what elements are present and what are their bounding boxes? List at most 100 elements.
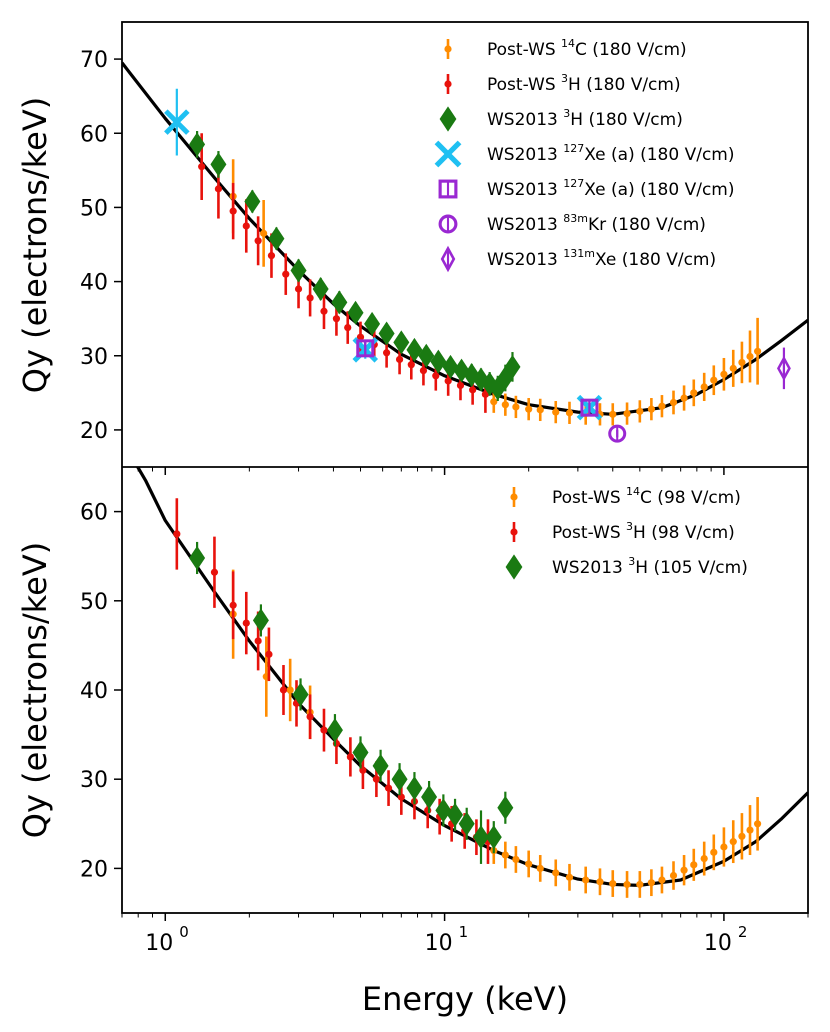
top-point xyxy=(512,403,520,411)
top-point xyxy=(608,424,627,443)
top-series-6 xyxy=(776,347,791,390)
top-legend-item: WS2013 127Xe (a) (180 V/cm) xyxy=(434,140,735,168)
top-point xyxy=(690,389,698,397)
top-point xyxy=(320,307,328,315)
top-plot-area xyxy=(122,61,808,443)
bottom-point xyxy=(326,718,343,743)
bottom-point xyxy=(623,880,631,889)
xtick-label: 10 xyxy=(425,931,453,956)
top-point xyxy=(658,402,666,410)
top-point xyxy=(244,189,261,214)
bottom-plot-area xyxy=(135,467,808,898)
bottom-point xyxy=(525,860,533,868)
top-series-2 xyxy=(189,131,521,401)
top-ytick-label: 30 xyxy=(80,345,108,370)
top-legend-label: Post-WS 14C (180 V/cm) xyxy=(487,37,687,60)
bottom-point xyxy=(406,776,423,801)
top-point xyxy=(395,355,404,364)
top-point xyxy=(268,226,285,251)
bottom-point xyxy=(746,826,754,834)
top-point xyxy=(267,252,276,260)
bottom-point xyxy=(447,802,464,827)
bottom-point xyxy=(242,619,250,627)
top-legend-item: Post-WS 14C (180 V/cm) xyxy=(444,37,687,60)
bottom-point xyxy=(472,825,489,850)
top-ytick-label: 40 xyxy=(80,271,108,296)
bottom-ytick-label: 40 xyxy=(80,679,108,704)
top-point xyxy=(356,339,375,358)
bottom-point xyxy=(424,806,432,815)
top-legend-label: WS2013 127Xe (a) (180 V/cm) xyxy=(487,177,735,200)
bottom-legend-label: WS2013 3H (105 V/cm) xyxy=(552,555,748,578)
top-legend-item: WS2013 3H (180 V/cm) xyxy=(439,106,683,132)
bottom-point xyxy=(497,795,514,820)
bottom-point xyxy=(210,568,219,576)
bottom-point xyxy=(658,876,666,884)
bottom-point xyxy=(485,825,502,850)
top-legend: Post-WS 14C (180 V/cm) Post-WS 3H (180 V/… xyxy=(434,37,735,273)
top-legend-item: WS2013 83mKr (180 V/cm) xyxy=(438,212,706,235)
top-point xyxy=(536,406,544,414)
top-point xyxy=(189,132,206,157)
bottom-point xyxy=(710,848,718,856)
bottom-legend-label: Post-WS 3H (98 V/cm) xyxy=(552,520,735,543)
top-legend-label: Post-WS 3H (180 V/cm) xyxy=(487,72,681,95)
top-legend-item: WS2013 127Xe (a) (180 V/cm) xyxy=(438,177,735,200)
top-point xyxy=(312,277,329,301)
top-point xyxy=(490,398,498,406)
bottom-legend-item: WS2013 3H (105 V/cm) xyxy=(505,554,748,580)
bottom-point xyxy=(647,879,655,887)
top-point xyxy=(738,358,746,367)
top-point xyxy=(609,410,617,418)
top-point xyxy=(419,366,428,375)
top-ytick-label: 70 xyxy=(80,48,108,73)
top-point xyxy=(746,352,754,361)
top-series-4 xyxy=(356,339,599,417)
panel-frames xyxy=(121,21,809,914)
bottom-legend: Post-WS 14C (98 V/cm) Post-WS 3H (98 V/cm… xyxy=(505,485,748,580)
panel-bottom: 20 30 40 50 60 10 0 10 1 10 2 Post-WS 14C (98 V/c… xyxy=(16,467,809,956)
top-point xyxy=(680,394,688,402)
bottom-point xyxy=(582,876,590,884)
top-point xyxy=(580,398,599,417)
top-point xyxy=(344,323,352,332)
top-point xyxy=(282,270,290,278)
bottom-series-2 xyxy=(189,541,514,864)
bottom-point xyxy=(552,869,560,877)
x-axis-label: Energy (keV) xyxy=(362,980,568,1018)
bottom-point xyxy=(738,832,746,840)
xtick-label-exponent: 0 xyxy=(179,923,189,941)
bottom-point xyxy=(700,854,708,863)
top-series-5 xyxy=(608,424,627,443)
bottom-ytick-label: 50 xyxy=(80,590,108,615)
bottom-point xyxy=(458,811,475,836)
bottom-x-ticks: 10 0 10 1 10 2 xyxy=(121,913,809,956)
bottom-point xyxy=(720,843,728,851)
bottom-point xyxy=(352,740,369,765)
top-point xyxy=(720,370,728,378)
top-legend-marker xyxy=(444,80,452,88)
top-ytick-label: 20 xyxy=(80,419,108,444)
top-legend-marker xyxy=(440,245,456,273)
top-point xyxy=(669,398,678,407)
top-point xyxy=(254,237,262,245)
top-point xyxy=(260,229,268,237)
top-legend-marker xyxy=(439,106,457,132)
top-point xyxy=(331,290,348,315)
top-point xyxy=(332,315,341,323)
top-point xyxy=(214,185,223,193)
top-point xyxy=(469,386,477,394)
bottom-point xyxy=(536,864,544,873)
top-point xyxy=(444,377,452,385)
bottom-point xyxy=(286,686,294,694)
top-point xyxy=(378,321,395,346)
top-ytick-label: 50 xyxy=(80,196,108,221)
bottom-point xyxy=(173,530,181,538)
bottom-y-ticks: 20 30 40 50 60 xyxy=(80,501,122,882)
top-point xyxy=(364,311,381,336)
bottom-point xyxy=(292,682,309,707)
top-point xyxy=(432,372,440,380)
bottom-point xyxy=(391,767,408,792)
